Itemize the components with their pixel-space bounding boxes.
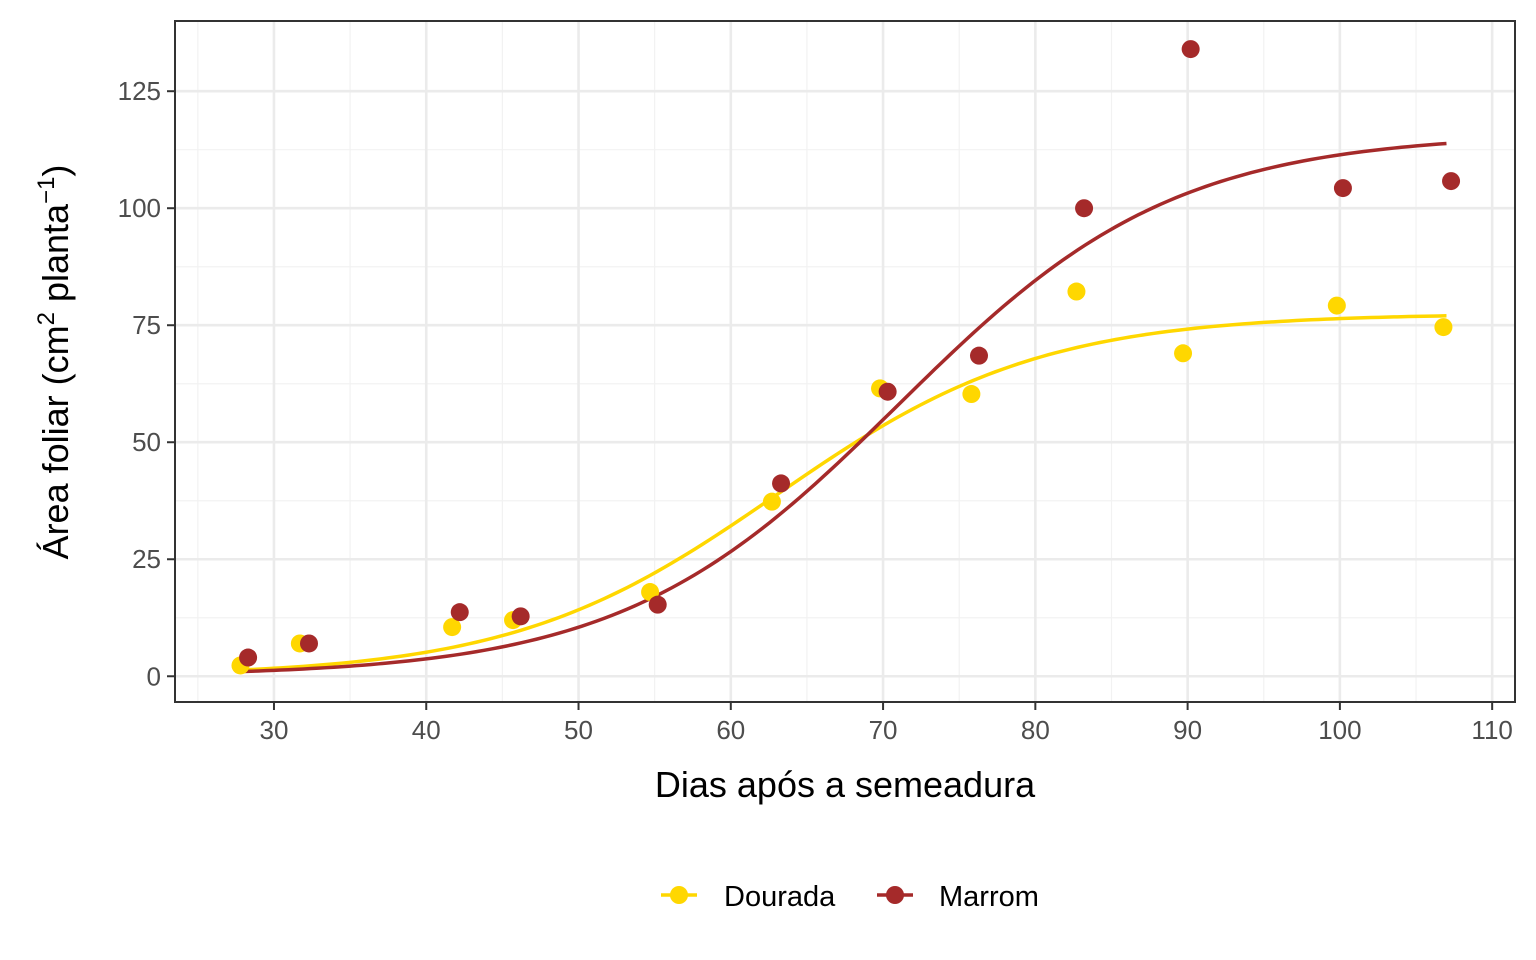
data-point-marrom (1442, 172, 1460, 190)
data-point-marrom (300, 634, 318, 652)
fit-curves (244, 143, 1447, 671)
data-point-dourada (1328, 297, 1346, 315)
y-tick-label: 125 (118, 76, 161, 106)
y-axis-title-sup1: 2 (33, 312, 60, 325)
data-point-marrom (1182, 40, 1200, 58)
y-axis-title-suffix: ) (35, 165, 76, 177)
legend-label-dourada: Dourada (724, 881, 836, 913)
legend-key-point-dourada (670, 886, 688, 904)
x-axis-title: Dias após a semeadura (655, 764, 1036, 805)
grid (175, 21, 1515, 702)
y-axis-title-sup2: −1 (33, 177, 60, 204)
y-axis-title-prefix: Área foliar (cm (35, 325, 76, 559)
fit-curve-dourada (244, 316, 1447, 670)
legend-label-marrom: Marrom (939, 881, 1039, 913)
data-point-dourada (1434, 318, 1452, 336)
data-point-marrom (970, 347, 988, 365)
x-tick-label: 30 (260, 715, 289, 745)
x-tick-label: 80 (1021, 715, 1050, 745)
y-axis-title: Área foliar (cm2 planta−1) (33, 165, 76, 560)
data-point-marrom (1334, 179, 1352, 197)
x-tick-label: 50 (564, 715, 593, 745)
data-point-marrom (879, 383, 897, 401)
data-point-marrom (239, 649, 257, 667)
data-point-dourada (1067, 283, 1085, 301)
legend-item-marrom: Marrom (877, 881, 1039, 913)
y-tick-label: 25 (132, 544, 161, 574)
y-tick-label: 50 (132, 427, 161, 457)
legend-key-point-marrom (886, 886, 904, 904)
x-tick-label: 60 (716, 715, 745, 745)
data-point-marrom (512, 607, 530, 625)
data-point-dourada (962, 385, 980, 403)
data-point-marrom (451, 603, 469, 621)
data-point-dourada (1174, 344, 1192, 362)
legend-item-dourada: Dourada (661, 881, 836, 913)
y-tick-label: 75 (132, 310, 161, 340)
x-tick-label: 40 (412, 715, 441, 745)
legend: Dourada Marrom (661, 881, 1039, 913)
data-point-marrom (649, 596, 667, 614)
axis-ticks: 30 40 50 60 70 80 90 100 110 0 25 50 75 100 125 (118, 76, 1513, 745)
y-tick-label: 0 (147, 661, 161, 691)
x-tick-label: 70 (869, 715, 898, 745)
x-tick-label: 100 (1318, 715, 1361, 745)
data-points (231, 40, 1460, 674)
plot-panel-border (175, 21, 1515, 702)
data-point-dourada (763, 493, 781, 511)
fit-curve-marrom (244, 143, 1447, 671)
data-point-marrom (772, 474, 790, 492)
data-point-marrom (1075, 199, 1093, 217)
x-tick-label: 90 (1173, 715, 1202, 745)
x-tick-label: 110 (1471, 715, 1512, 745)
y-axis-title-middle: planta (35, 203, 76, 312)
y-tick-label: 100 (118, 193, 161, 223)
